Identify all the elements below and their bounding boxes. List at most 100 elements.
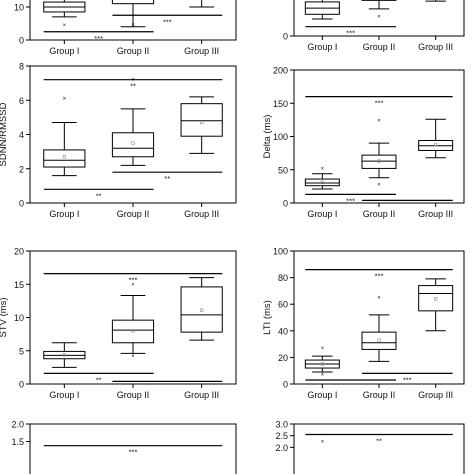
box [180,103,223,137]
mean-marker [434,142,438,147]
x-tick-label: Group II [117,390,150,400]
chart-panel-6: 0 20 40 60 80 100 LTI (ms) Group I Group II Group… [262,247,465,400]
x-tick-label: Group III [418,209,453,219]
box-group-3 [425,0,446,2]
significance-label: *** [129,276,138,285]
box-group-1: × [304,166,340,190]
mean-marker [62,353,66,357]
box-group-1 [304,0,340,20]
mean-marker [377,159,381,163]
y-tick-label: 60 [278,300,288,310]
box [304,178,340,187]
box-group-3 [418,118,454,159]
y-tick-label: 80 [278,273,288,283]
x-tick-label: Group I [307,42,337,52]
plot-content: *** [43,445,223,457]
plot-frame [29,423,237,474]
y-tick-label: 0 [19,380,24,390]
y-tick-label: 10 [14,313,24,323]
plot-content: ×××********* [304,269,454,384]
outlier-marker: × [377,15,381,21]
significance-label: ** [96,375,102,384]
y-tick-label: 100 [273,132,288,142]
x-tick-label: Group II [117,46,150,56]
outlier-marker: × [63,23,67,29]
y-tick-label: 2.0 [11,420,24,430]
y-tick-label: 200 [273,66,288,76]
box [111,319,155,344]
box-group-1: × [43,0,86,29]
x-tick-label: Group III [184,46,219,56]
significance-label: ** [164,174,170,183]
box [180,286,223,333]
y-tick-label: 0 [283,380,288,390]
mean-marker [434,297,438,301]
y-tick-label: 0 [19,36,24,46]
significance-label: *** [375,99,384,108]
significance-label: *** [163,383,172,392]
significance-label: *** [403,202,412,211]
box [361,154,397,169]
mean-marker [320,362,324,366]
chart-panel-5: 0 5 10 15 20 STV (ms) Group I Group II Group III… [0,247,237,400]
y-tick-label: 1.5 [11,437,24,447]
y-tick-label: 6 [19,96,24,106]
outlier-marker: × [131,354,135,360]
y-tick-label: 5 [19,346,24,356]
y-tick-label: 20 [278,353,288,363]
box-group-2: × [361,296,397,362]
significance-label: *** [163,17,172,26]
outlier-marker: × [131,23,135,29]
x-tick-label: Group I [49,209,79,219]
y-tick-label: 100 [273,247,288,257]
y-tick-label: 15 [14,280,24,290]
x-tick-label: Group III [418,42,453,52]
x-tick-label: Group II [363,390,396,400]
box-group-2: × [361,0,397,21]
outlier-marker: × [377,296,381,302]
significance-label: ** [376,437,382,446]
mean-marker [200,120,204,125]
outlier-marker: × [131,282,135,288]
plot-content: ××******** [43,273,223,392]
x-tick-label: Group II [363,42,396,52]
y-tick-label: 0 [19,199,24,209]
mean-marker [200,308,204,312]
significance-label: ** [96,191,102,200]
outlier-marker: × [321,166,325,172]
x-tick-label: Group III [184,390,219,400]
y-tick-label: 2.5 [275,431,288,441]
x-tick-label: Group I [307,209,337,219]
box-group-3 [189,0,215,8]
y-axis-label: Delta (ms) [262,115,273,159]
y-tick-label: 10 [14,3,24,13]
plot-content: × ** [305,433,453,446]
chart-panel-8: 3.02.5 2.0 × ** [275,420,465,474]
y-tick-label: 40 [278,326,288,336]
box-group-3 [180,96,223,154]
significance-label: *** [129,448,138,457]
plot-content: × *** [304,0,446,36]
box-group-3 [180,277,223,341]
box [111,132,155,158]
box-group-1: ×× [304,346,340,379]
y-tick-label: 0 [283,32,288,42]
x-tick-label: Group I [49,390,79,400]
x-tick-label: Group II [117,209,150,219]
box-group-2: × [111,0,155,29]
box [111,0,155,5]
outlier-marker: × [321,373,325,379]
x-tick-label: Group I [49,46,79,56]
significance-label: *** [403,375,412,384]
box-group-1: × [43,97,86,177]
outlier-marker: × [131,78,135,84]
box-group-2: ×× [361,119,397,188]
outlier-marker: × [377,119,381,125]
box-group-1 [43,342,86,368]
plot-content: ××****** [43,0,223,40]
plot-content: ××****** [43,78,223,200]
chart-panel-2: 0 Group I Group II Group III × *** [283,0,465,52]
y-tick-label: 150 [273,99,288,109]
box [361,331,397,350]
mean-marker [131,329,135,333]
